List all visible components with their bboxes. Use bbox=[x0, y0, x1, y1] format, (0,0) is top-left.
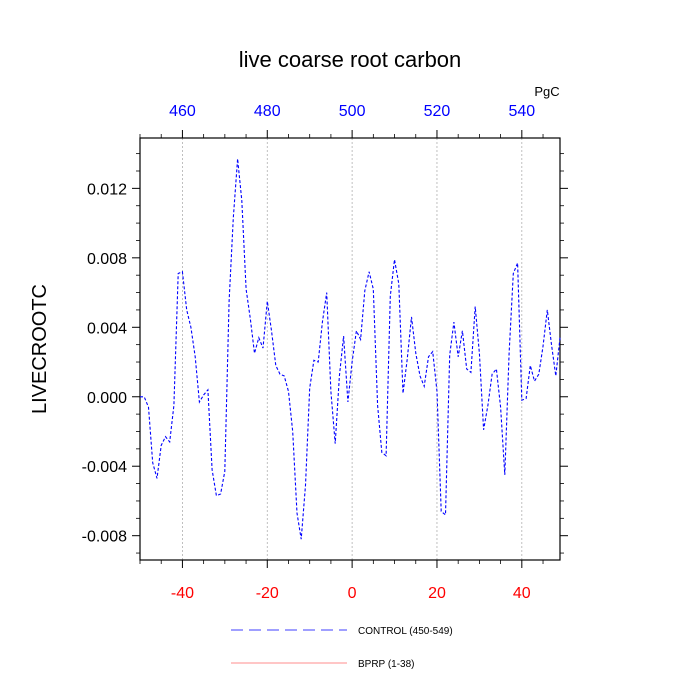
y-tick-label: 0.008 bbox=[87, 251, 127, 268]
y-tick-label: -0.008 bbox=[82, 529, 127, 546]
x-bottom-tick-label: 0 bbox=[348, 585, 357, 602]
x-grid bbox=[182, 138, 523, 560]
axis-tick-labels: -40 -20 0 20 40 460 480 500 520 540 -0.008 -0.004 0.… bbox=[82, 103, 536, 602]
chart-title: live coarse root carbon bbox=[239, 47, 462, 72]
y-tick-label: 0.000 bbox=[87, 390, 127, 407]
plot-frame bbox=[139, 137, 561, 561]
y-tick-label: 0.004 bbox=[87, 320, 127, 337]
legend: CONTROL (450-549) BPRP (1-38) bbox=[231, 626, 453, 670]
axis-ticks bbox=[132, 130, 568, 568]
series-control-line bbox=[140, 158, 561, 540]
x-bottom-tick-label: -40 bbox=[171, 585, 194, 602]
legend-control-label: CONTROL (450-549) bbox=[358, 626, 453, 637]
top-axis-units: PgC bbox=[534, 84, 559, 99]
x-top-tick-label: 540 bbox=[508, 103, 535, 120]
x-top-tick-label: 480 bbox=[254, 103, 281, 120]
x-top-tick-label: 500 bbox=[339, 103, 366, 120]
x-bottom-tick-label: 40 bbox=[513, 585, 531, 602]
x-top-tick-label: 460 bbox=[169, 103, 196, 120]
x-top-tick-label: 520 bbox=[424, 103, 451, 120]
y-tick-label: -0.004 bbox=[82, 459, 127, 476]
legend-bprp-label: BPRP (1-38) bbox=[358, 659, 415, 670]
x-bottom-tick-label: 20 bbox=[428, 585, 446, 602]
y-tick-label: 0.012 bbox=[87, 181, 127, 198]
y-axis-label: LIVECROOTC bbox=[29, 284, 51, 414]
x-bottom-tick-label: -20 bbox=[256, 585, 279, 602]
